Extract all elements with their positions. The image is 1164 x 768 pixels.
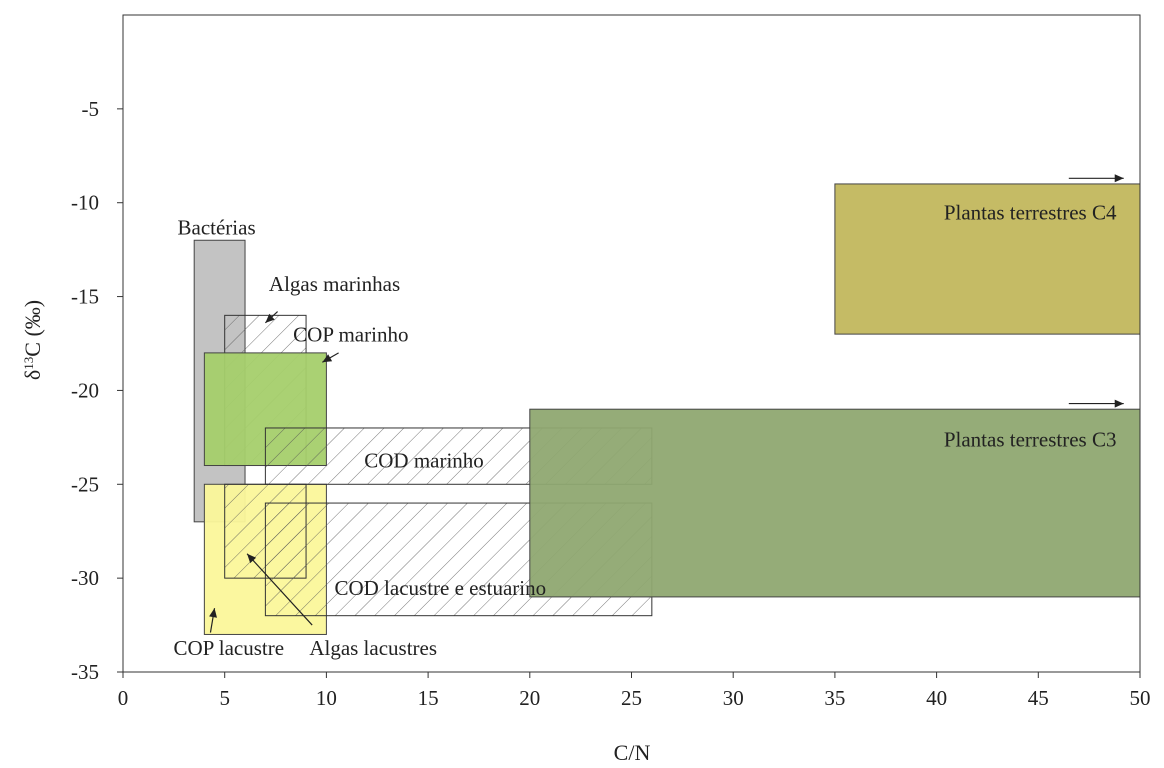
arrow-plantas-c3 (1068, 399, 1124, 408)
regions-layer (193, 183, 1141, 635)
y-tick-label-20: -20 (71, 378, 99, 402)
x-tick-label-25: 25 (621, 686, 642, 710)
y-axis-title-suffix: C (‰) (20, 300, 45, 357)
y-tick-label-5: -5 (82, 97, 100, 121)
y-axis-title-prefix: δ (20, 370, 45, 380)
arrow-cop-marinho (322, 352, 339, 363)
label-algas-marinhas: Algas marinhas (269, 272, 400, 296)
region-plantas-terrestres-c4 (834, 183, 1141, 335)
x-tick-label-15: 15 (418, 686, 439, 710)
y-tick-label-25: -25 (71, 472, 99, 496)
label-plantas-terrestres-c4: Plantas terrestres C4 (944, 201, 1117, 225)
arrows-layer (209, 174, 1124, 633)
label-plantas-terrestres-c3: Plantas terrestres C3 (944, 428, 1117, 452)
label-algas-lacustres: Algas lacustres (309, 636, 437, 660)
arrow-cop-lacustre (209, 608, 217, 633)
label-bacterias: Bactérias (178, 216, 256, 240)
arrow-plantas-c4 (1068, 174, 1124, 183)
x-tick-label-35: 35 (824, 686, 845, 710)
label-cod-lacustre-e-estuarino: COD lacustre e estuarino (334, 576, 546, 600)
y-tick-label-35: -35 (71, 660, 99, 684)
label-cop-marinho: COP marinho (293, 323, 408, 347)
x-tick-label-30: 30 (723, 686, 744, 710)
region-plantas-terrestres-c3 (529, 408, 1141, 598)
x-axis-title: C/N (614, 740, 651, 765)
x-tick-label-20: 20 (519, 686, 540, 710)
x-tick-label-45: 45 (1028, 686, 1049, 710)
y-axis-title-sup: 13 (21, 357, 36, 370)
ticks-layer: 0 5 10 15 20 25 30 35 40 45 50 -5 -10 -15 -20 -25 -30 -35 (71, 97, 1151, 710)
y-axis-title: δ13C (‰) (20, 300, 45, 380)
x-tick-label-0: 0 (118, 686, 129, 710)
y-tick-label-30: -30 (71, 566, 99, 590)
arrow-algas-lacustres (246, 553, 313, 626)
y-tick-label-15: -15 (71, 285, 99, 309)
x-tick-label-5: 5 (219, 686, 230, 710)
label-cod-marinho: COD marinho (364, 448, 484, 472)
y-tick-label-10: -10 (71, 191, 99, 215)
x-tick-label-50: 50 (1130, 686, 1151, 710)
labels-layer: Bactérias Algas marinhas COP marinho COD ma… (173, 201, 1117, 660)
x-tick-label-10: 10 (316, 686, 337, 710)
x-tick-label-40: 40 (926, 686, 947, 710)
label-cop-lacustre: COP lacustre (173, 636, 284, 660)
arrow-algas-marinhas (264, 311, 278, 324)
